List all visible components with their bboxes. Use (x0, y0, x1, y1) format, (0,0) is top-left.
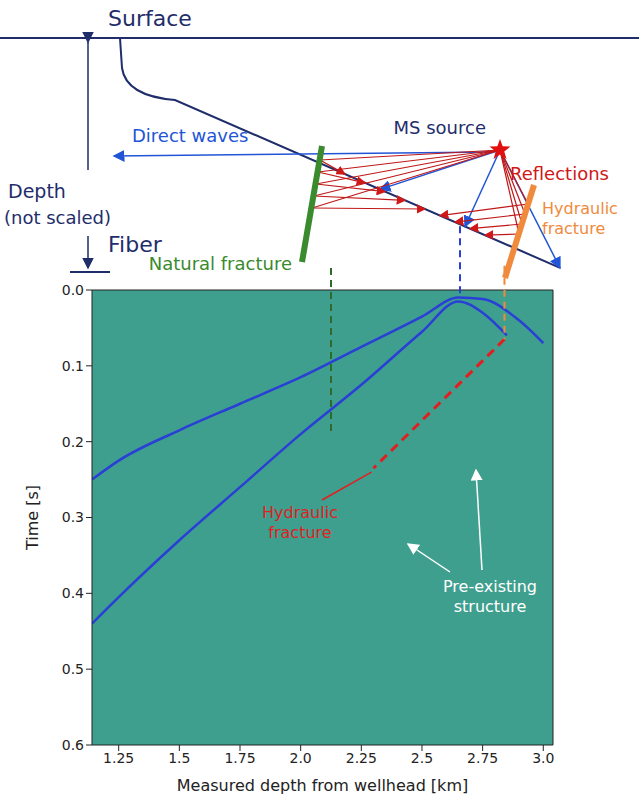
svg-text:0.3: 0.3 (62, 509, 84, 525)
svg-text:Reflections: Reflections (510, 163, 609, 184)
svg-text:3.0: 3.0 (532, 750, 554, 766)
svg-text:1.75: 1.75 (224, 750, 255, 766)
svg-text:Direct waves: Direct waves (132, 125, 248, 146)
svg-text:Time [s]: Time [s] (23, 485, 42, 551)
svg-text:MS source: MS source (394, 117, 486, 138)
svg-text:Hydraulic: Hydraulic (542, 199, 618, 218)
svg-text:0.2: 0.2 (62, 434, 84, 450)
svg-text:0.4: 0.4 (62, 585, 84, 601)
svg-text:0.1: 0.1 (62, 358, 84, 374)
svg-text:Pre-existing: Pre-existing (443, 577, 537, 596)
svg-text:fracture: fracture (542, 219, 605, 238)
svg-text:2.5: 2.5 (411, 750, 433, 766)
svg-text:2.75: 2.75 (467, 750, 498, 766)
svg-text:0.0: 0.0 (62, 282, 84, 298)
svg-text:2.25: 2.25 (346, 750, 377, 766)
svg-text:1.5: 1.5 (168, 750, 190, 766)
svg-text:(not scaled): (not scaled) (4, 207, 111, 228)
svg-text:Measured depth from wellhead [: Measured depth from wellhead [km] (177, 776, 468, 795)
svg-text:0.6: 0.6 (62, 737, 84, 753)
svg-text:structure: structure (454, 597, 527, 616)
svg-text:Natural fracture: Natural fracture (149, 253, 292, 274)
svg-text:0.5: 0.5 (62, 661, 84, 677)
svg-text:Hydraulic: Hydraulic (262, 503, 338, 522)
svg-text:Depth: Depth (8, 180, 66, 202)
svg-text:2.0: 2.0 (290, 750, 312, 766)
svg-text:fracture: fracture (268, 523, 331, 542)
svg-text:Fiber: Fiber (108, 232, 163, 257)
svg-text:Surface: Surface (108, 6, 192, 31)
svg-text:1.25: 1.25 (103, 750, 134, 766)
